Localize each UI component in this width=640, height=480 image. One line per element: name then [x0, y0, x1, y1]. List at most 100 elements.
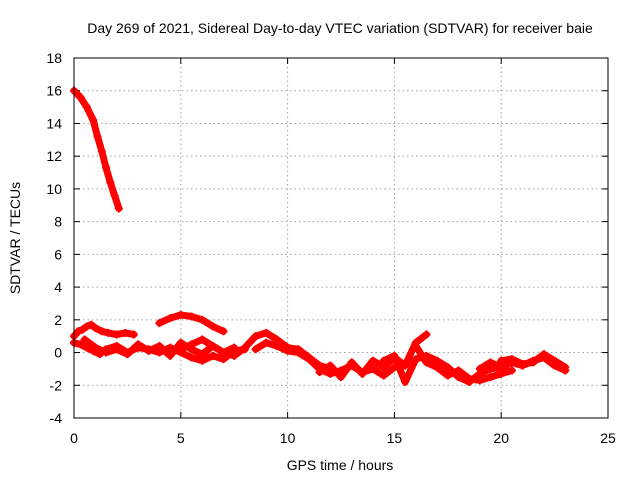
data-point — [82, 103, 91, 112]
data-point — [134, 340, 143, 349]
data-point — [198, 350, 207, 359]
data-point — [97, 327, 106, 336]
series-track-12 — [497, 350, 570, 372]
data-point — [497, 356, 506, 365]
x-tick-label: 25 — [600, 430, 616, 446]
data-point — [401, 361, 410, 370]
data-point — [304, 355, 313, 364]
data-point — [369, 356, 378, 365]
data-point — [76, 93, 85, 102]
y-tick-label: 4 — [54, 279, 62, 295]
data-point — [102, 163, 111, 172]
data-point — [518, 360, 527, 368]
data-point — [87, 320, 96, 329]
y-tick-label: -4 — [50, 410, 63, 426]
data-point — [114, 204, 123, 213]
data-point — [539, 350, 548, 359]
x-tick-label: 5 — [177, 430, 185, 446]
data-layer — [70, 86, 570, 386]
data-point — [465, 374, 474, 383]
data-point — [123, 350, 132, 359]
data-point — [272, 342, 281, 350]
data-point — [97, 147, 106, 156]
y-tick-label: 12 — [46, 148, 62, 164]
data-point — [337, 373, 345, 382]
series-track-10 — [411, 342, 516, 385]
data-point — [187, 353, 196, 362]
y-tick-label: 14 — [46, 115, 62, 131]
data-point — [561, 363, 570, 372]
data-point — [219, 327, 228, 336]
series-track-1-descending — [70, 86, 123, 213]
data-point — [390, 351, 399, 360]
data-point — [379, 356, 388, 365]
data-point — [176, 345, 185, 354]
data-point — [240, 343, 249, 352]
data-point — [82, 322, 91, 331]
data-point — [102, 348, 111, 357]
y-tick-label: 10 — [46, 181, 62, 197]
data-point — [76, 340, 85, 349]
y-tick-label: 8 — [54, 214, 62, 230]
data-point — [198, 335, 207, 344]
data-point — [78, 325, 87, 334]
y-tick-label: 16 — [46, 83, 62, 99]
data-point — [230, 343, 239, 352]
data-point — [208, 342, 217, 350]
data-point — [443, 371, 452, 380]
data-point — [294, 348, 303, 357]
data-point — [129, 330, 138, 339]
series-track-2 — [70, 320, 138, 341]
x-tick-label: 0 — [70, 430, 78, 446]
data-point — [74, 327, 83, 336]
series-line — [70, 87, 123, 212]
data-point — [475, 376, 484, 385]
data-point — [411, 355, 420, 364]
y-tick-label: -2 — [50, 377, 63, 393]
data-point — [219, 348, 228, 357]
data-point — [251, 345, 260, 354]
data-point — [507, 366, 516, 375]
plot-frame — [73, 57, 609, 419]
data-point — [176, 310, 185, 319]
data-point — [433, 363, 442, 372]
data-point — [144, 346, 153, 355]
data-point — [208, 351, 217, 360]
series-line — [412, 342, 516, 384]
data-point — [80, 335, 89, 344]
data-point — [166, 351, 175, 360]
data-point — [347, 358, 356, 367]
data-point — [454, 366, 463, 375]
data-point — [550, 356, 559, 365]
data-point — [198, 315, 207, 324]
x-tick-label: 20 — [493, 430, 509, 446]
chart-title: Day 269 of 2021, Sidereal Day-to-day VTE… — [87, 20, 593, 36]
data-point — [89, 116, 98, 125]
data-point — [106, 178, 115, 187]
data-point — [358, 369, 367, 378]
series-track-5 — [155, 310, 228, 336]
data-point — [486, 358, 495, 367]
y-tick-label: 0 — [54, 345, 62, 361]
data-point — [155, 319, 164, 328]
data-point — [155, 342, 164, 350]
data-point — [104, 328, 113, 337]
y-tick-label: 6 — [54, 246, 62, 262]
data-point — [91, 324, 100, 332]
data-point — [422, 358, 431, 367]
data-point — [187, 312, 196, 321]
data-point — [262, 328, 271, 337]
data-point — [326, 361, 335, 370]
data-point — [251, 332, 260, 341]
y-tick-label: 2 — [54, 312, 62, 328]
x-tick-label: 15 — [387, 430, 403, 446]
y-tick-label: 18 — [46, 50, 62, 66]
data-point — [262, 338, 271, 347]
data-point — [422, 330, 431, 339]
data-point — [208, 322, 217, 331]
data-point — [486, 373, 495, 382]
data-point — [112, 330, 121, 339]
data-point — [507, 355, 516, 364]
series-track-8 — [315, 330, 431, 382]
data-point — [379, 371, 388, 380]
